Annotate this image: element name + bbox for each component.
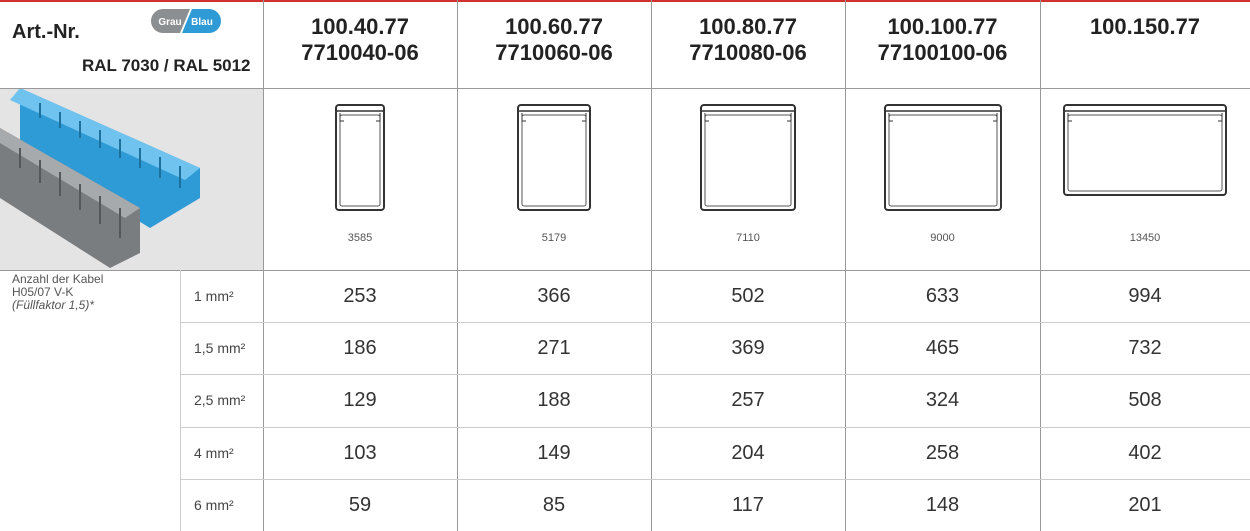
row-rule <box>180 322 1250 323</box>
cable-count: 465 <box>845 337 1040 360</box>
cable-count: 186 <box>263 337 457 360</box>
badge-gray: Grau <box>158 17 181 28</box>
column-code-2: 7710060-06 <box>457 40 651 65</box>
cable-count: 732 <box>1040 337 1250 360</box>
header-rule <box>0 88 1250 89</box>
image-rule <box>0 270 1250 271</box>
cable-count: 148 <box>845 494 1040 517</box>
cable-count: 204 <box>651 442 845 465</box>
duct-image <box>0 88 263 270</box>
image-number: 13450 <box>1040 232 1250 244</box>
cross-section <box>699 103 797 212</box>
size-label: 1,5 mm² <box>194 340 245 356</box>
cable-count: 258 <box>845 442 1040 465</box>
column-code-2: 77100100-06 <box>845 40 1040 65</box>
cable-count: 85 <box>457 494 651 517</box>
cross-section <box>1062 103 1228 197</box>
size-label: 1 mm² <box>194 288 234 304</box>
column-code-2: 7710040-06 <box>263 40 457 65</box>
image-number: 9000 <box>845 232 1040 244</box>
cable-count: 129 <box>263 389 457 412</box>
cable-count: 324 <box>845 389 1040 412</box>
cable-count: 117 <box>651 494 845 517</box>
image-number: 3585 <box>263 232 457 244</box>
art-nr-label: Art.-Nr. <box>12 20 80 45</box>
cable-count: 369 <box>651 337 845 360</box>
size-label: 4 mm² <box>194 445 234 461</box>
cable-count: 253 <box>263 285 457 308</box>
ral-label: RAL 7030 / RAL 5012 <box>82 56 251 76</box>
cross-section <box>516 103 592 212</box>
cable-count: 633 <box>845 285 1040 308</box>
column-code: 100.150.77 <box>1040 14 1250 39</box>
column-code: 100.100.77 <box>845 14 1040 39</box>
row-label-3: (Füllfaktor 1,5)* <box>12 299 94 312</box>
row-rule <box>180 479 1250 480</box>
cross-section <box>883 103 1003 212</box>
product-table: Art.-Nr. Grau Blau RAL 7030 / RAL 5012 A… <box>0 0 1250 531</box>
cable-count: 201 <box>1040 494 1250 517</box>
image-cell <box>0 88 263 270</box>
row-rule <box>180 374 1250 375</box>
badge-blue: Blau <box>191 17 213 28</box>
cable-count: 59 <box>263 494 457 517</box>
color-badges: Grau Blau <box>150 8 222 34</box>
cable-count: 149 <box>457 442 651 465</box>
image-number: 5179 <box>457 232 651 244</box>
row-rule <box>180 427 1250 428</box>
cable-count: 994 <box>1040 285 1250 308</box>
cable-count: 366 <box>457 285 651 308</box>
cable-count: 271 <box>457 337 651 360</box>
top-rule <box>0 0 1250 2</box>
cable-count: 402 <box>1040 442 1250 465</box>
size-rule <box>180 270 181 531</box>
cable-count: 257 <box>651 389 845 412</box>
column-code: 100.40.77 <box>263 14 457 39</box>
cable-count: 188 <box>457 389 651 412</box>
column-code-2: 7710080-06 <box>651 40 845 65</box>
image-number: 7110 <box>651 232 845 244</box>
cable-count: 502 <box>651 285 845 308</box>
cable-count: 103 <box>263 442 457 465</box>
column-code: 100.60.77 <box>457 14 651 39</box>
size-label: 2,5 mm² <box>194 392 245 408</box>
column-code: 100.80.77 <box>651 14 845 39</box>
cross-section <box>334 103 386 212</box>
size-label: 6 mm² <box>194 497 234 513</box>
cable-count: 508 <box>1040 389 1250 412</box>
